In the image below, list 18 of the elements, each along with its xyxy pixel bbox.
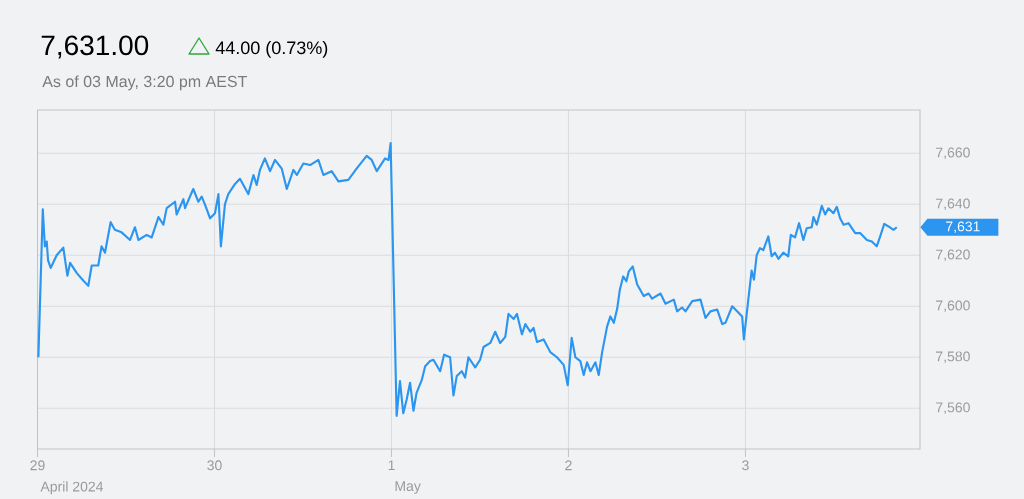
chart-subtitle: As of 03 May, 3:20 pm AEST [42, 75, 248, 91]
y-tick-label: 7,640 [936, 198, 970, 211]
y-tick-label: 7,600 [936, 300, 970, 313]
x-tick-label: 29 [30, 460, 45, 471]
text: April 2024 [40, 481, 104, 495]
text: May [395, 481, 421, 494]
text: 44.00 (0.73%) [215, 40, 328, 58]
y-tick-label: 7,580 [936, 351, 970, 364]
line-series [37, 142, 898, 417]
x-tick-label: 2 [565, 460, 572, 471]
x-tick-label: 30 [207, 460, 222, 471]
chart-title: 7,631.00 [41, 35, 149, 59]
x-tick-label: 1 [388, 460, 395, 470]
y-tick-label: 7,560 [936, 402, 970, 414]
y-tick-label: 7,660 [936, 147, 970, 160]
x-tick-label: 3 [742, 460, 749, 471]
y-tick-label: 7,620 [936, 249, 970, 262]
text: 7,631 [946, 221, 980, 234]
